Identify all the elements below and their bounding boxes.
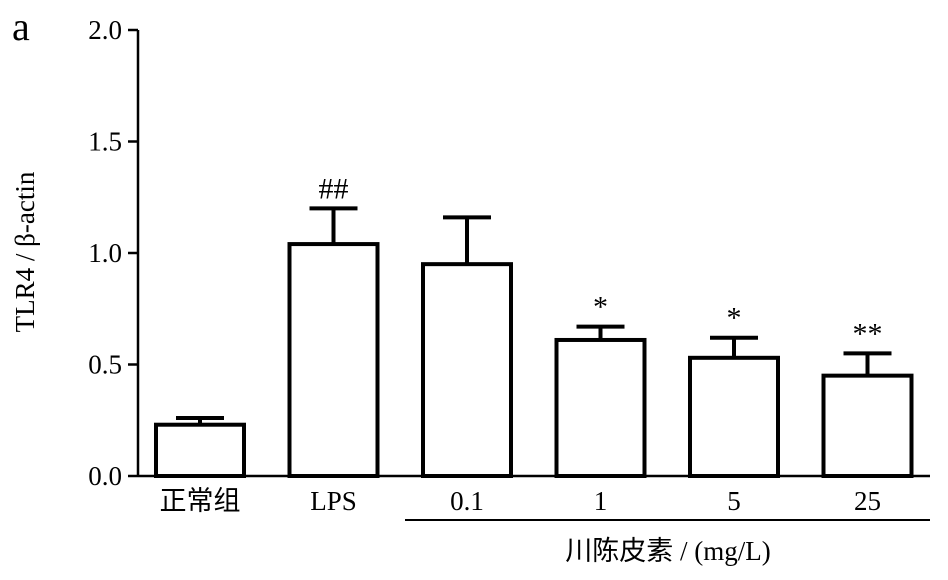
y-tick-label: 1.5 [88, 127, 122, 157]
x-axis: 正常组 LPS 0.1 1 5 25 [138, 474, 930, 516]
y-tick-label: 0.5 [88, 350, 122, 380]
x-tick-label: 1 [594, 486, 608, 516]
significance-label: ** [853, 317, 883, 350]
x-tick-label: 0.1 [450, 486, 484, 516]
bar [154, 422, 246, 478]
bar [554, 337, 647, 478]
significance-label: ## [319, 172, 349, 205]
x-tick-label: LPS [310, 486, 357, 516]
bar [287, 242, 380, 478]
significance-label: * [727, 302, 742, 335]
bar [688, 355, 780, 478]
y-axis-title: TLR4 / β-actin [10, 171, 40, 332]
bar [421, 262, 513, 478]
group-label: 川陈皮素 / (mg/L) [565, 536, 770, 566]
y-tick-label: 2.0 [88, 15, 122, 45]
panel-label: a [12, 4, 30, 49]
x-tick-label: 25 [854, 486, 881, 516]
y-tick-label: 1.0 [88, 238, 122, 268]
x-tick-label: 正常组 [160, 486, 241, 516]
bar [821, 373, 914, 478]
x-tick-label: 5 [727, 486, 741, 516]
bars: ##* * ** [154, 172, 914, 478]
y-tick-label: 0.0 [88, 461, 122, 491]
y-axis: 0.0 0.5 1.0 1.5 2.0 [88, 15, 140, 491]
group-annotation: 川陈皮素 / (mg/L) [405, 519, 930, 566]
significance-label: * [593, 291, 608, 324]
